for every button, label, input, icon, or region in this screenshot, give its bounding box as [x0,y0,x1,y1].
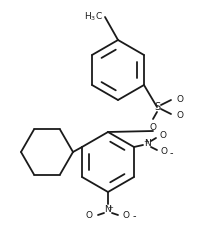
Text: O: O [123,212,130,220]
Text: +: + [143,139,149,145]
Text: H$_3$C: H$_3$C [84,11,103,23]
Text: O: O [150,123,157,132]
Text: +: + [107,205,113,211]
Text: N: N [105,205,111,214]
Text: S: S [154,102,160,112]
Text: O: O [160,148,167,157]
Text: -: - [132,211,136,221]
Text: O: O [159,132,166,140]
Text: O: O [85,212,92,220]
Text: N: N [145,139,151,149]
Text: -: - [169,148,173,158]
Text: O: O [177,94,184,104]
Text: O: O [177,110,184,119]
